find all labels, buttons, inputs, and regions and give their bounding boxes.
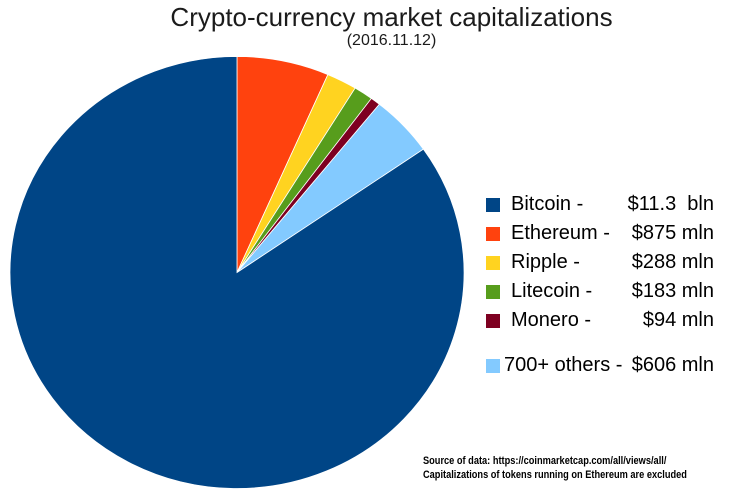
legend-item-bitcoin: Bitcoin - $11.3 bln — [486, 190, 714, 219]
legend-label: Bitcoin - — [511, 193, 584, 215]
legend-label: Monero - — [511, 309, 592, 331]
source-line-2: Capitalizations of tokens running on Eth… — [423, 469, 687, 481]
legend-color-swatch — [486, 197, 500, 212]
legend-value: $183 mln — [631, 280, 714, 302]
legend-color-swatch — [486, 255, 500, 270]
legend-item-monero: Monero - $94 mln — [486, 306, 714, 335]
source-line-1: Source of data: https://coinmarketcap.co… — [423, 455, 667, 467]
legend-value: $875 mln — [631, 222, 714, 244]
legend-value: $11.3 bln — [627, 193, 714, 215]
legend-item-700-others: 700+ others - $606 mln — [486, 351, 714, 380]
legend-color-swatch — [486, 313, 500, 328]
legend-item-ethereum: Ethereum - $875 mln — [486, 219, 714, 248]
legend-color-swatch — [486, 284, 500, 299]
source-note: Source of data: https://coinmarketcap.co… — [423, 454, 687, 482]
legend-value: $606 mln — [631, 354, 714, 376]
legend-color-swatch — [486, 226, 500, 241]
pie-slice-bitcoin — [9, 56, 465, 489]
legend-label: 700+ others - — [504, 354, 623, 376]
legend-label: Ripple - — [511, 251, 580, 273]
legend-value: $94 mln — [642, 309, 714, 331]
legend-item-ripple: Ripple - $288 mln — [486, 248, 714, 277]
legend: Bitcoin - $11.3 bln Ethereum - $875 mln Ripp… — [486, 190, 714, 380]
legend-label: Litecoin - — [511, 280, 593, 302]
legend-label: Ethereum - — [511, 222, 610, 244]
legend-color-swatch — [486, 358, 500, 373]
legend-value: $288 mln — [631, 251, 714, 273]
page-title: Crypto-currency market capitalizations — [170, 2, 613, 32]
legend-item-litecoin: Litecoin - $183 mln — [486, 277, 714, 306]
chart-subtitle: (2016.11.12) — [346, 32, 437, 49]
